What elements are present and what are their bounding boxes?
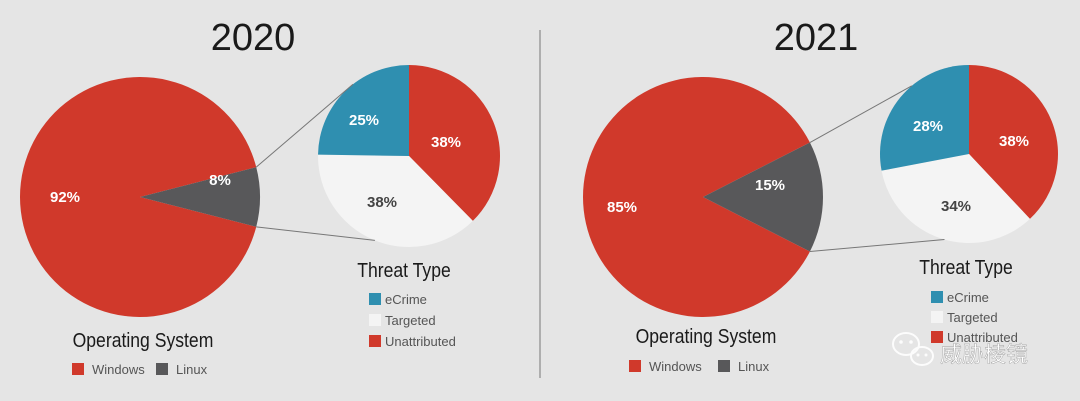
legend-label-linux: Linux: [738, 359, 770, 374]
data-label-windows: 85%: [607, 199, 637, 216]
chart-subtitle-threat-2020: Threat Type: [357, 259, 451, 281]
legend-swatch-unattributed: [369, 335, 381, 347]
data-label-ecrime: 28%: [913, 118, 943, 135]
data-label-linux: 15%: [755, 177, 785, 194]
pie-slice-unattributed: [409, 65, 501, 221]
legend-label-windows: Windows: [92, 362, 145, 377]
connector-line-bottom: [256, 226, 375, 241]
pie-slice-targeted: [881, 154, 1030, 243]
connector-line-top: [255, 83, 354, 168]
legend-swatch-unattributed: [931, 331, 943, 343]
legend-swatch-targeted: [931, 311, 943, 323]
legend-label-ecrime: eCrime: [385, 292, 427, 307]
legend-label-unattributed: Unattributed: [947, 330, 1018, 345]
pie-slice-ecrime: [318, 65, 409, 156]
pie-slice-windows: [582, 77, 810, 317]
legend-swatch-windows: [72, 363, 84, 375]
connector-line-top: [809, 85, 913, 143]
legend-label-targeted: Targeted: [385, 313, 436, 328]
data-label-targeted: 34%: [941, 198, 971, 215]
chart-title-2021: 2021: [774, 17, 859, 59]
legend-label-ecrime: eCrime: [947, 290, 989, 305]
legend-swatch-ecrime: [369, 293, 381, 305]
pie-slice-linux: [703, 142, 823, 252]
chart-subtitle-os-2020: Operating System: [73, 329, 214, 351]
pie-slice-unattributed: [969, 65, 1058, 219]
legend-label-unattributed: Unattributed: [385, 334, 456, 349]
pie-slice-targeted: [317, 154, 473, 248]
legend-label-linux: Linux: [176, 362, 208, 377]
data-label-ecrime: 25%: [349, 112, 379, 129]
legend-label-targeted: Targeted: [947, 310, 998, 325]
data-label-linux: 8%: [209, 172, 231, 189]
chart-subtitle-os-2021: Operating System: [636, 325, 777, 347]
pie-slice-ecrime: [880, 65, 969, 171]
chart-title-2020: 2020: [211, 17, 296, 59]
pie-slice-windows: [19, 77, 257, 318]
legend-swatch-targeted: [369, 314, 381, 326]
wechat-icon: [892, 332, 934, 366]
legend-label-windows: Windows: [649, 359, 702, 374]
legend-swatch-windows: [629, 360, 641, 372]
connector-line-bottom: [809, 239, 945, 252]
legend-swatch-linux: [156, 363, 168, 375]
legend-swatch-ecrime: [931, 291, 943, 303]
data-label-windows: 92%: [50, 189, 80, 206]
chart-subtitle-threat-2021: Threat Type: [919, 256, 1013, 278]
pie-slice-linux: [140, 167, 260, 227]
data-label-unattributed: 38%: [999, 133, 1029, 150]
data-label-unattributed: 38%: [431, 134, 461, 151]
legend-swatch-linux: [718, 360, 730, 372]
data-label-targeted: 38%: [367, 194, 397, 211]
watermark-text: 威胁棱镜: [940, 343, 1028, 368]
